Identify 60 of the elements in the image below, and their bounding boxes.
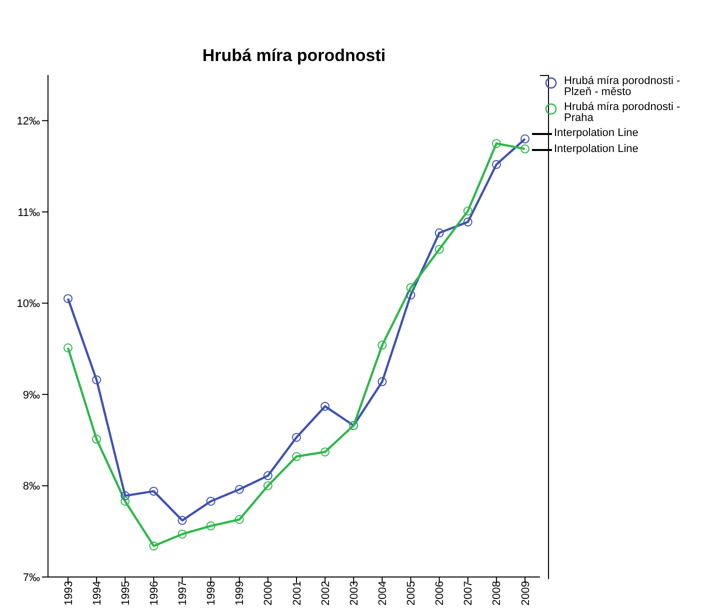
point xyxy=(406,283,416,292)
point xyxy=(520,134,530,144)
point xyxy=(492,138,501,148)
x-tick-label: 2007 xyxy=(462,581,475,606)
point xyxy=(92,434,102,444)
point xyxy=(178,516,187,525)
x-tick-label: 1998 xyxy=(206,581,218,606)
point xyxy=(263,471,272,480)
point xyxy=(64,294,72,304)
text: Interpolation Line xyxy=(554,127,638,139)
point xyxy=(206,521,216,530)
y-tick-label: 7‰ xyxy=(22,572,40,584)
point xyxy=(206,496,216,506)
y-tick-label: 10‰ xyxy=(16,298,40,310)
point xyxy=(320,447,330,456)
point xyxy=(406,290,416,300)
x-tick-label: 1999 xyxy=(234,581,246,606)
y-tick-label: 9‰ xyxy=(22,389,40,402)
point xyxy=(64,343,72,352)
x-tick-label: 2002 xyxy=(320,581,332,606)
point xyxy=(292,452,301,462)
point xyxy=(463,217,472,226)
x-tick-label: 1993 xyxy=(62,581,75,606)
point xyxy=(149,486,158,496)
x-tick-label: 2009 xyxy=(520,581,532,606)
y-tick-label: 12‰ xyxy=(16,116,40,128)
point xyxy=(120,496,130,506)
point xyxy=(120,491,130,500)
point xyxy=(492,160,501,169)
point xyxy=(234,484,244,494)
y-tick-label: 8‰ xyxy=(22,480,40,493)
point xyxy=(463,206,472,216)
point xyxy=(234,515,244,524)
x-tick-label: 2001 xyxy=(291,581,304,606)
x-tick-label: 2008 xyxy=(491,581,504,606)
x-tick-label: 2005 xyxy=(406,581,418,606)
x-tick-label: 2000 xyxy=(262,581,275,606)
x-tick-label: 1995 xyxy=(120,581,132,606)
legend-label: Hrubá míra porodnosti - Praha xyxy=(564,101,682,124)
point xyxy=(434,228,444,238)
point xyxy=(178,530,187,539)
x-tick-label: 2006 xyxy=(434,581,446,606)
x-tick-label: 2004 xyxy=(376,581,389,606)
point xyxy=(320,402,330,411)
point xyxy=(292,432,301,442)
point xyxy=(378,377,387,386)
chart-title: Hrubá míra porodnosti xyxy=(201,46,387,66)
point xyxy=(92,375,102,384)
x-tick-label: 1997 xyxy=(177,581,190,606)
y-tick-label: 11‰ xyxy=(18,206,40,219)
legend-label: Hrubá míra porodnosti - Plzeň - město xyxy=(564,75,682,98)
point xyxy=(378,340,387,350)
point xyxy=(149,541,158,550)
x-tick-label: 2003 xyxy=(348,581,360,606)
x-tick-label: 1994 xyxy=(91,581,104,606)
point xyxy=(434,244,444,254)
x-tick-label: 1996 xyxy=(148,581,160,606)
point xyxy=(520,144,530,154)
point xyxy=(263,481,272,490)
text: Interpolation Line xyxy=(554,143,638,155)
